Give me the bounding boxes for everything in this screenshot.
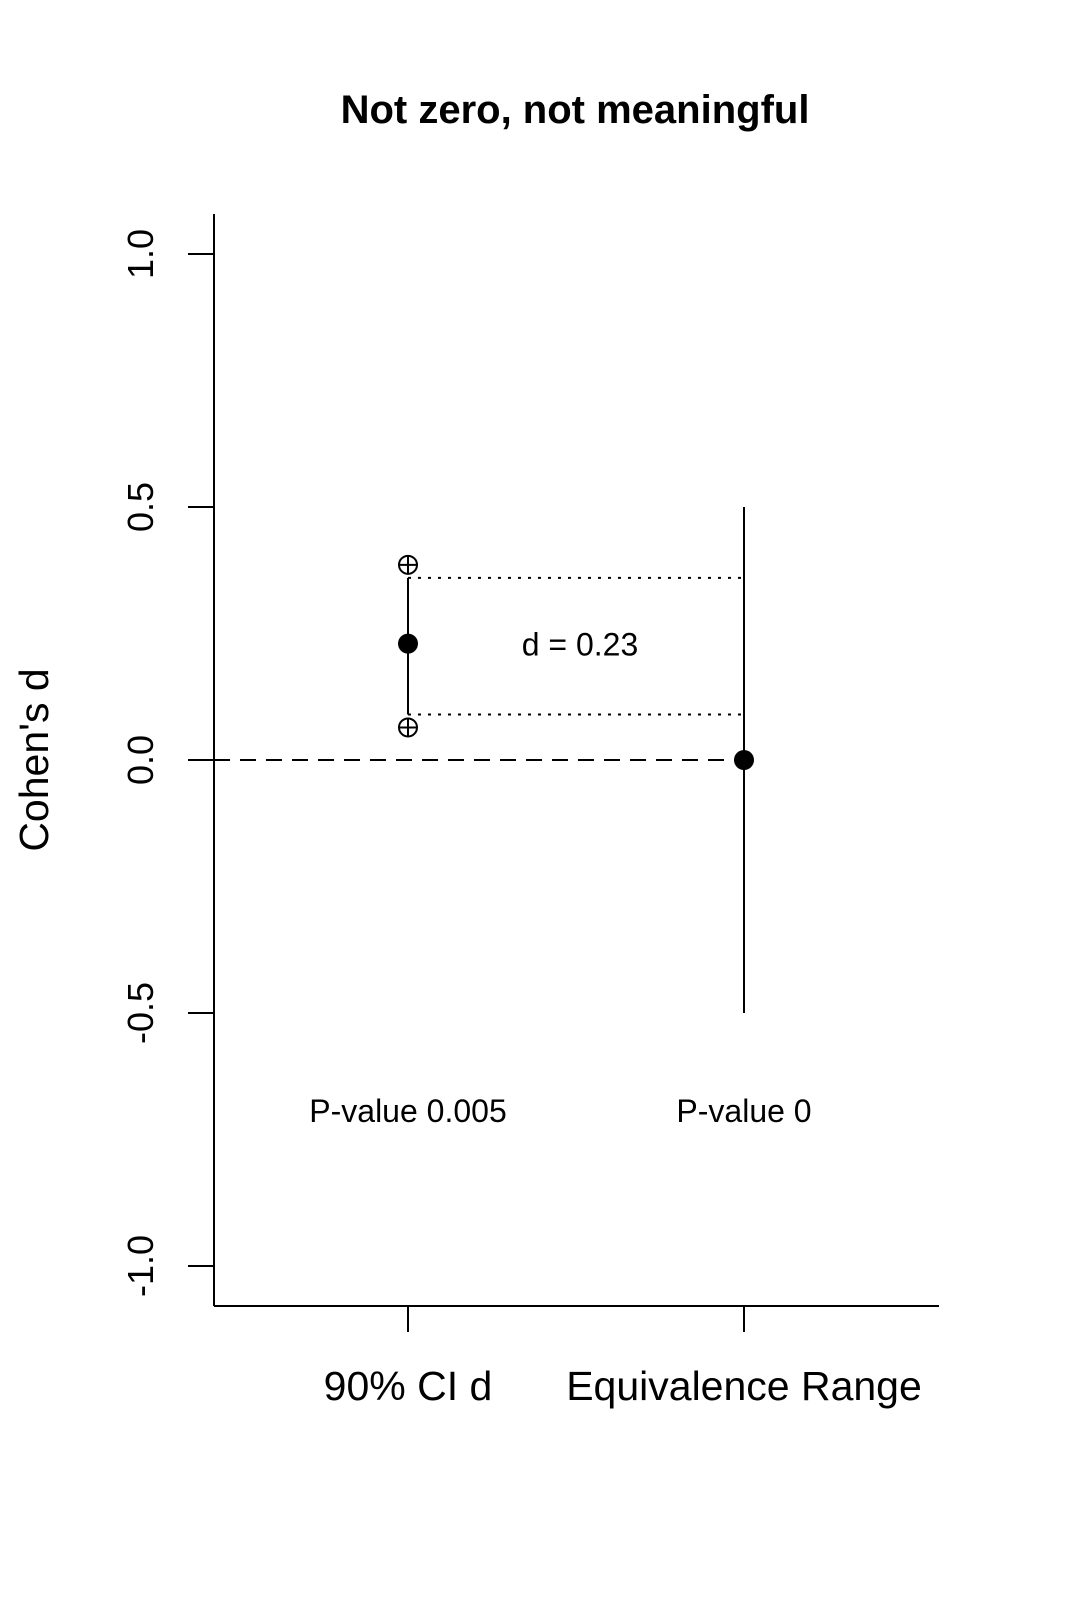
ci-lower-bound-marker: [398, 717, 418, 738]
equivalence-center-point: [734, 750, 754, 770]
y-tick-label: -0.5: [120, 982, 161, 1044]
p-value-label-ci: P-value 0.005: [309, 1093, 506, 1129]
p-value-label-equivalence: P-value 0: [676, 1093, 811, 1129]
y-tick-label: 1.0: [120, 229, 161, 279]
y-axis-ticks: -1.0 -0.5 0.0 0.5 1.0: [120, 229, 214, 1297]
y-tick-label: -1.0: [120, 1235, 161, 1297]
effect-size-point: [398, 633, 418, 654]
chart-title: Not zero, not meaningful: [341, 88, 810, 132]
x-axis-ticks: 90% CI d Equivalence Range: [324, 1306, 922, 1409]
y-axis-label: Cohen's d: [11, 668, 57, 851]
x-category-label: 90% CI d: [324, 1363, 493, 1409]
y-tick-label: 0.0: [120, 735, 161, 785]
effect-size-label: d = 0.23: [522, 627, 639, 663]
y-tick-label: 0.5: [120, 482, 161, 532]
ci-upper-bound-marker: [398, 554, 418, 575]
x-category-label: Equivalence Range: [566, 1363, 922, 1409]
